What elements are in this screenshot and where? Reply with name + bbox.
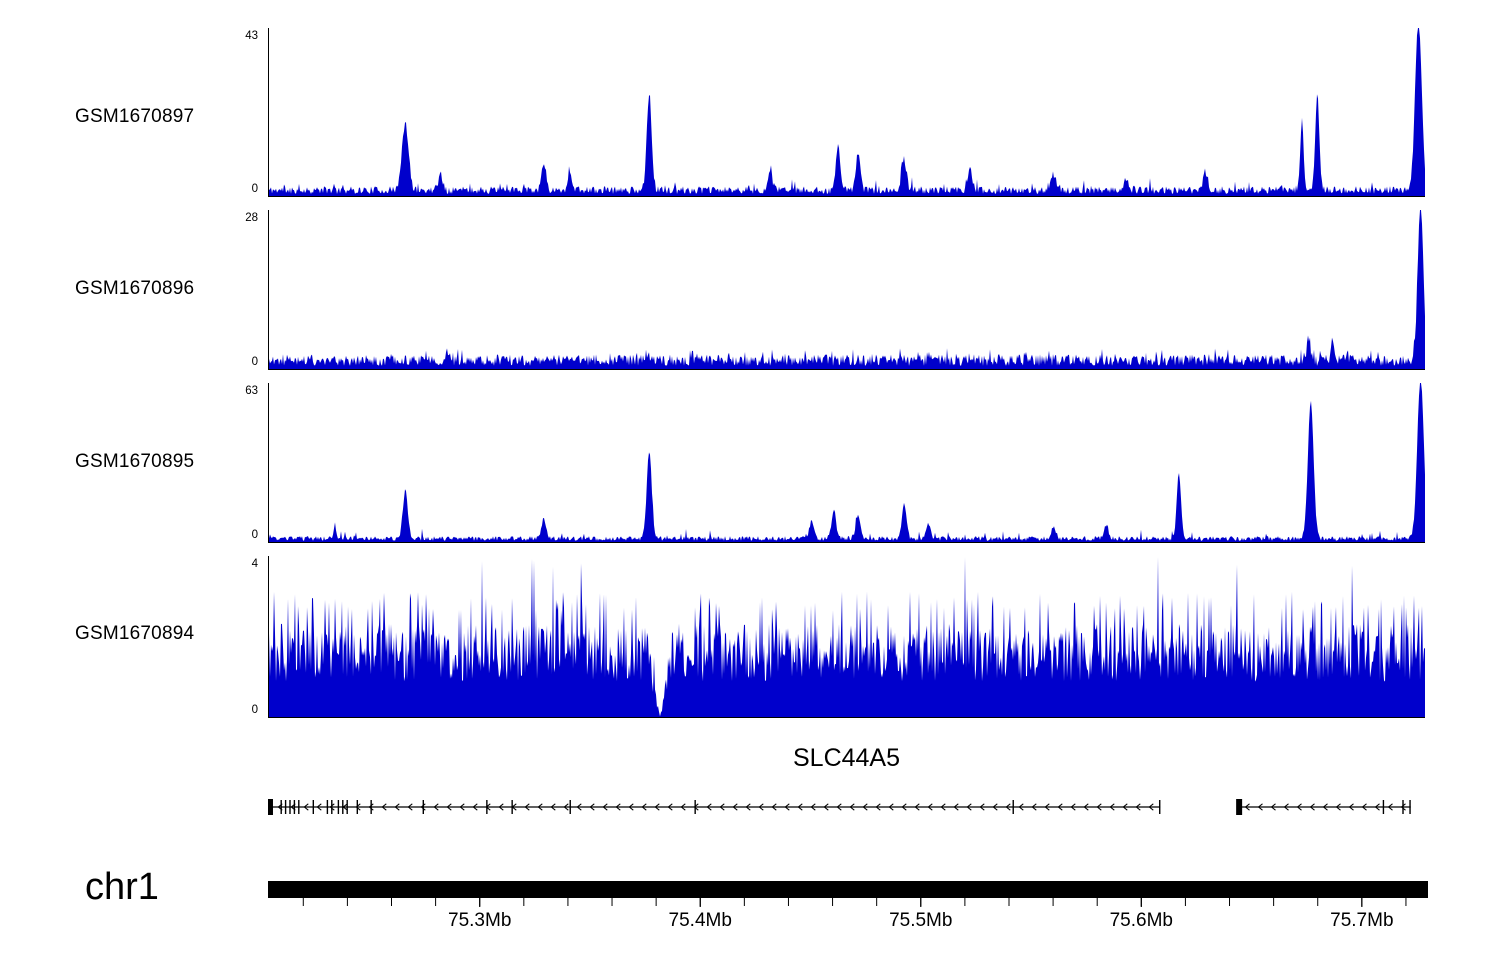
svg-text:75.7Mb: 75.7Mb [1330, 910, 1393, 931]
y-max-label: 28 [245, 212, 258, 224]
y-min-label: 0 [251, 704, 258, 716]
y-min-label: 0 [251, 356, 258, 368]
y-min-label: 0 [251, 529, 258, 541]
y-max-label: 43 [245, 30, 258, 42]
track-label-gsm1670895: GSM1670895 [75, 451, 195, 472]
svg-text:75.4Mb: 75.4Mb [669, 910, 732, 931]
y-min-label: 0 [251, 183, 258, 195]
coverage-plot-gsm1670897 [268, 28, 1425, 197]
gene-model-track [266, 792, 1425, 822]
coverage-plot-gsm1670894 [268, 556, 1425, 718]
track-label-gsm1670896: GSM1670896 [75, 278, 195, 299]
track-label-gsm1670897: GSM1670897 [75, 106, 195, 127]
coverage-plot-gsm1670896 [268, 210, 1425, 370]
y-max-label: 4 [251, 558, 258, 570]
svg-text:75.5Mb: 75.5Mb [889, 910, 952, 931]
y-max-label: 63 [245, 385, 258, 397]
svg-text:75.3Mb: 75.3Mb [448, 910, 511, 931]
chromosome-label: chr1 [85, 866, 159, 908]
chromosome-bar [268, 881, 1428, 898]
gene-name-label: SLC44A5 [792, 744, 901, 772]
svg-text:75.6Mb: 75.6Mb [1110, 910, 1173, 931]
coverage-plot-gsm1670895 [268, 383, 1425, 543]
coordinate-axis: 75.3Mb 75.4Mb 75.5Mb 75.6Mb 75.7Mb [268, 898, 1428, 940]
track-label-gsm1670894: GSM1670894 [75, 623, 195, 644]
